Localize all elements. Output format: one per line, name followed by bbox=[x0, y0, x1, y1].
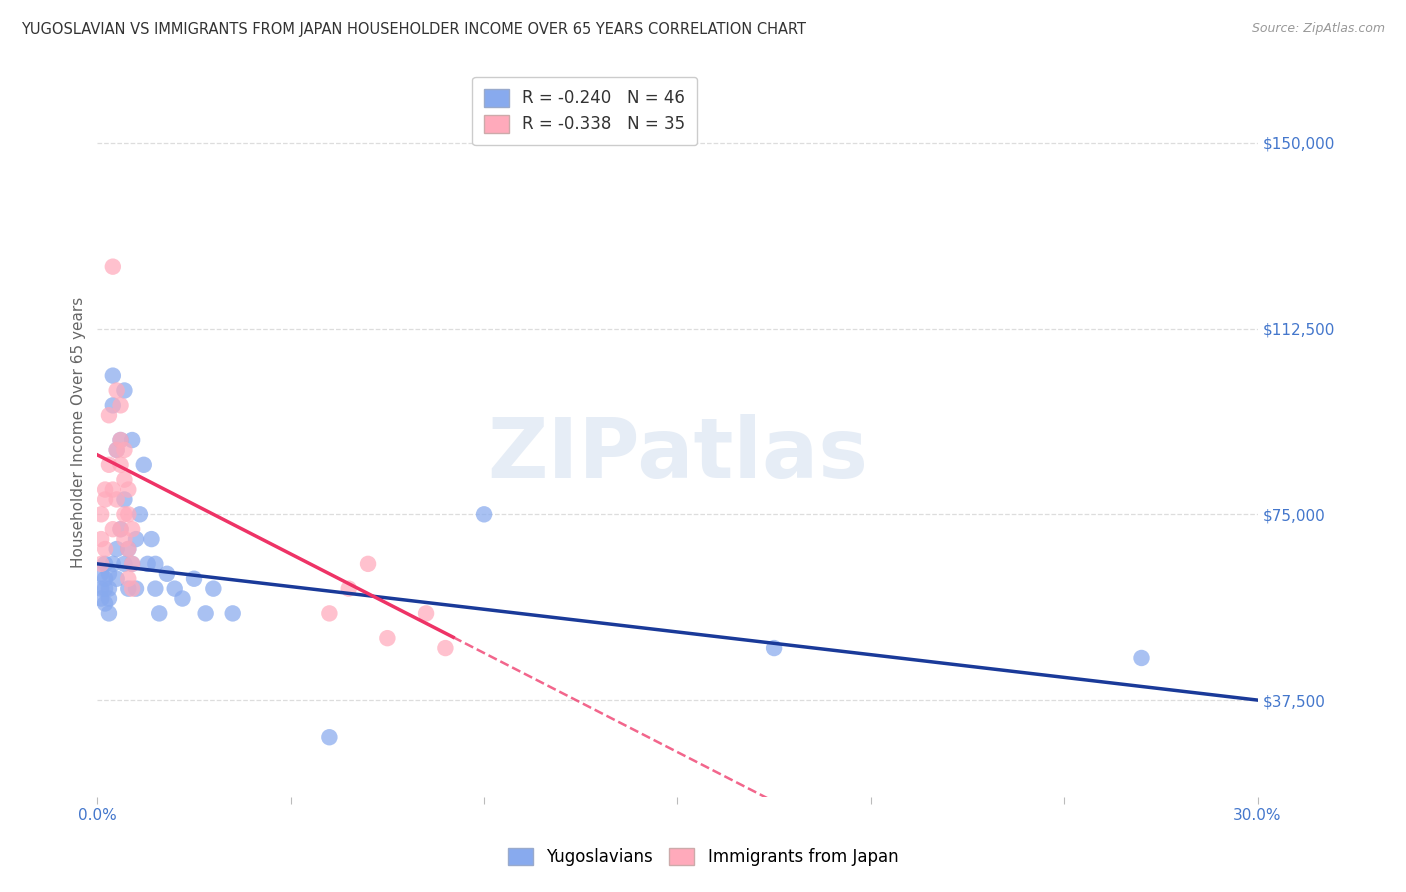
Point bbox=[112, 492, 135, 507]
Point bbox=[90, 566, 112, 581]
Point bbox=[94, 557, 117, 571]
Text: YUGOSLAVIAN VS IMMIGRANTS FROM JAPAN HOUSEHOLDER INCOME OVER 65 YEARS CORRELATIO: YUGOSLAVIAN VS IMMIGRANTS FROM JAPAN HOU… bbox=[21, 22, 806, 37]
Point bbox=[125, 532, 148, 546]
Point bbox=[136, 557, 159, 571]
Point bbox=[156, 566, 179, 581]
Point bbox=[105, 442, 128, 457]
Legend: Yugoslavians, Immigrants from Japan: Yugoslavians, Immigrants from Japan bbox=[501, 841, 905, 873]
Point bbox=[94, 582, 117, 596]
Point bbox=[117, 483, 139, 497]
Point bbox=[434, 641, 457, 656]
Point bbox=[125, 582, 148, 596]
Point bbox=[97, 566, 120, 581]
Point bbox=[222, 607, 245, 621]
Point bbox=[97, 607, 120, 621]
Point bbox=[90, 582, 112, 596]
Point bbox=[183, 572, 205, 586]
Point bbox=[143, 582, 166, 596]
Point bbox=[112, 473, 135, 487]
Point bbox=[105, 492, 128, 507]
Point bbox=[105, 541, 128, 556]
Point bbox=[112, 532, 135, 546]
Point bbox=[112, 384, 135, 398]
Y-axis label: Householder Income Over 65 years: Householder Income Over 65 years bbox=[72, 297, 86, 568]
Point bbox=[117, 572, 139, 586]
Point bbox=[141, 532, 163, 546]
Point bbox=[94, 483, 117, 497]
Point bbox=[112, 442, 135, 457]
Point bbox=[94, 541, 117, 556]
Point bbox=[94, 492, 117, 507]
Point bbox=[117, 541, 139, 556]
Point bbox=[117, 541, 139, 556]
Point bbox=[110, 522, 132, 536]
Point bbox=[105, 442, 128, 457]
Point bbox=[143, 557, 166, 571]
Point bbox=[101, 368, 124, 383]
Point bbox=[97, 591, 120, 606]
Point bbox=[101, 522, 124, 536]
Point bbox=[121, 433, 143, 447]
Point bbox=[472, 508, 495, 522]
Point bbox=[148, 607, 170, 621]
Point bbox=[194, 607, 217, 621]
Point bbox=[110, 522, 132, 536]
Point bbox=[90, 591, 112, 606]
Point bbox=[415, 607, 437, 621]
Point bbox=[101, 398, 124, 412]
Point bbox=[110, 433, 132, 447]
Point bbox=[105, 384, 128, 398]
Point bbox=[90, 532, 112, 546]
Point bbox=[318, 607, 340, 621]
Point bbox=[90, 557, 112, 571]
Point bbox=[318, 730, 340, 744]
Point bbox=[357, 557, 380, 571]
Point bbox=[117, 582, 139, 596]
Point bbox=[112, 557, 135, 571]
Point bbox=[202, 582, 225, 596]
Point bbox=[121, 582, 143, 596]
Point bbox=[97, 409, 120, 423]
Point bbox=[110, 433, 132, 447]
Point bbox=[110, 398, 132, 412]
Point bbox=[101, 557, 124, 571]
Point bbox=[132, 458, 155, 472]
Point bbox=[110, 458, 132, 472]
Legend: R = -0.240   N = 46, R = -0.338   N = 35: R = -0.240 N = 46, R = -0.338 N = 35 bbox=[472, 77, 697, 145]
Point bbox=[101, 260, 124, 274]
Point bbox=[1130, 651, 1153, 665]
Point bbox=[128, 508, 150, 522]
Point bbox=[172, 591, 194, 606]
Point bbox=[94, 572, 117, 586]
Point bbox=[101, 483, 124, 497]
Point bbox=[97, 458, 120, 472]
Text: Source: ZipAtlas.com: Source: ZipAtlas.com bbox=[1251, 22, 1385, 36]
Point bbox=[90, 508, 112, 522]
Point bbox=[97, 582, 120, 596]
Point bbox=[377, 631, 399, 645]
Text: ZIPatlas: ZIPatlas bbox=[486, 414, 868, 495]
Point bbox=[117, 508, 139, 522]
Point bbox=[105, 572, 128, 586]
Point bbox=[94, 597, 117, 611]
Point bbox=[121, 522, 143, 536]
Point bbox=[337, 582, 360, 596]
Point bbox=[763, 641, 786, 656]
Point bbox=[121, 557, 143, 571]
Point bbox=[112, 508, 135, 522]
Point bbox=[121, 557, 143, 571]
Point bbox=[163, 582, 186, 596]
